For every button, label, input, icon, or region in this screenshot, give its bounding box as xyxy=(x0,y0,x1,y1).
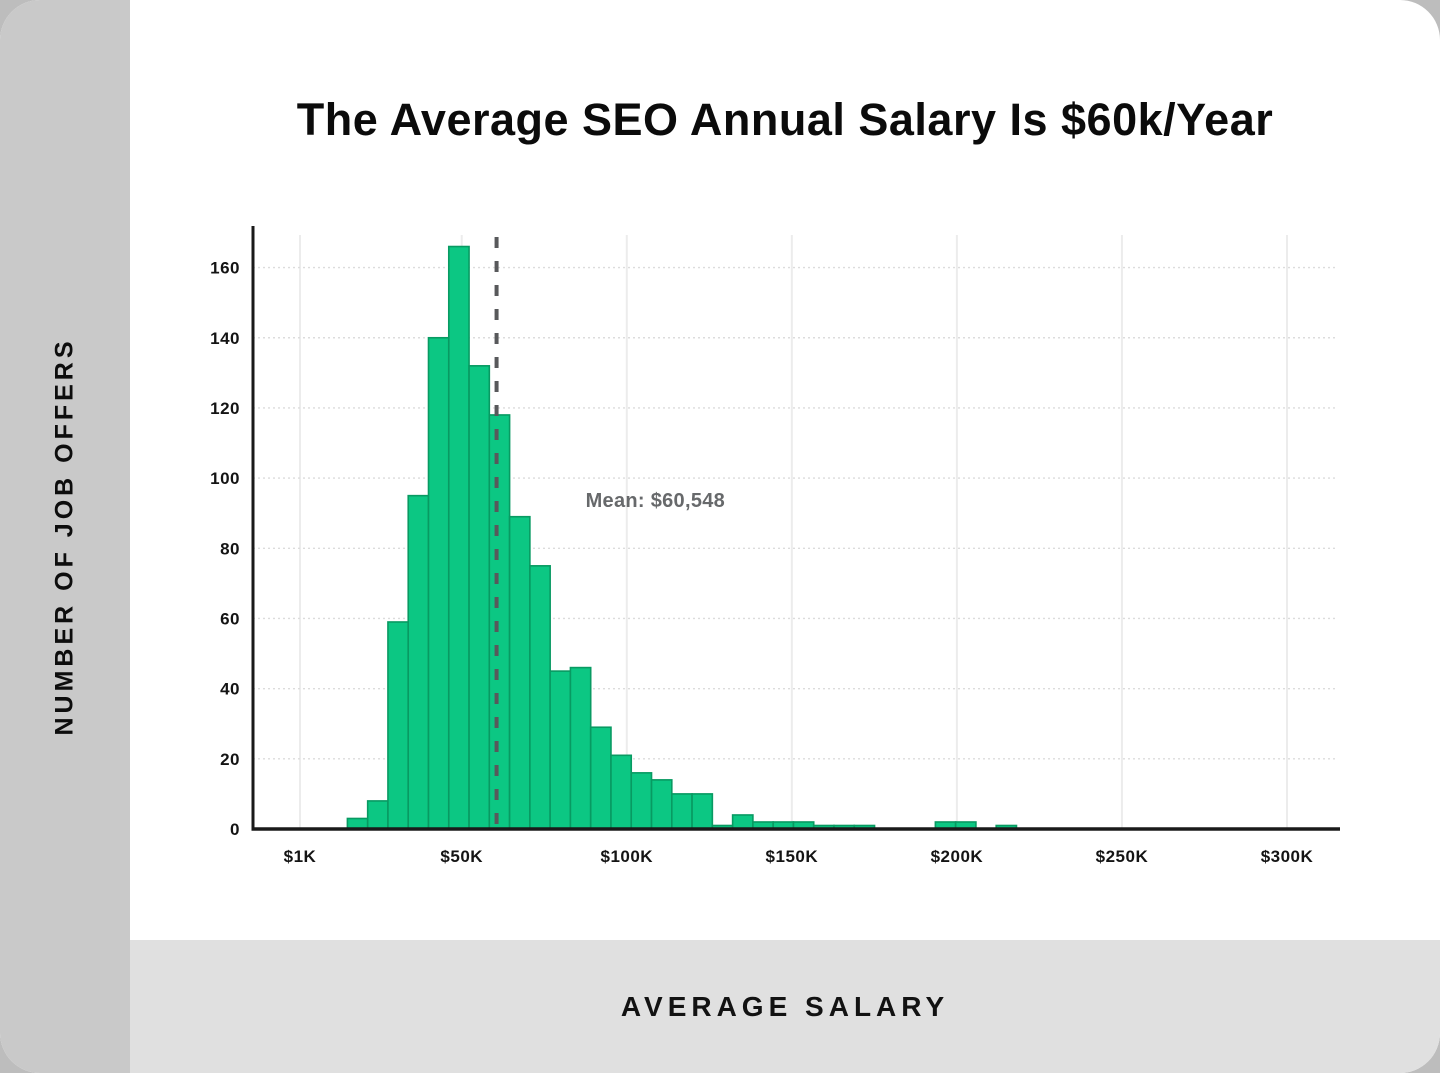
histogram-bar xyxy=(468,365,491,830)
y-tick-label: 160 xyxy=(210,259,240,278)
y-tick-label: 80 xyxy=(220,539,240,558)
histogram-bar xyxy=(508,515,531,830)
y-axis-title-bar: NUMBER OF JOB OFFERS xyxy=(0,0,130,1073)
histogram-bar xyxy=(488,414,511,830)
histogram-bar xyxy=(670,793,693,830)
page-title: The Average SEO Annual Salary Is $60k/Ye… xyxy=(296,94,1274,145)
x-tick-label: $250K xyxy=(1096,847,1149,866)
histogram-bar xyxy=(407,494,430,830)
histogram-bar xyxy=(610,754,633,830)
y-tick-label: 120 xyxy=(210,399,240,418)
histogram-bar xyxy=(650,779,673,830)
histogram-bar xyxy=(366,800,389,830)
histogram-bar xyxy=(630,772,653,830)
histogram-bar xyxy=(427,336,450,830)
y-tick-label: 140 xyxy=(210,329,240,348)
histogram-bar xyxy=(549,670,572,830)
x-tick-label: $300K xyxy=(1261,847,1314,866)
x-tick-label: $1K xyxy=(284,847,317,866)
y-tick-label: 0 xyxy=(230,820,240,839)
y-tick-label: 20 xyxy=(220,750,240,769)
y-tick-label: 40 xyxy=(220,680,240,699)
y-tick-label: 60 xyxy=(220,609,240,628)
histogram-bar xyxy=(387,621,410,830)
histogram-bar xyxy=(529,565,551,830)
x-tick-label: $50K xyxy=(440,847,483,866)
histogram-bar xyxy=(691,793,714,830)
histogram-bar xyxy=(589,726,612,830)
mean-label: Mean: $60,548 xyxy=(586,490,726,512)
histogram-bar xyxy=(569,666,592,830)
histogram-bar xyxy=(731,814,754,830)
x-axis-title-bar: AVERAGE SALARY xyxy=(130,940,1440,1073)
y-tick-label: 100 xyxy=(210,469,240,488)
x-tick-label: $100K xyxy=(600,847,653,866)
x-tick-label: $150K xyxy=(766,847,819,866)
x-tick-label: $200K xyxy=(931,847,984,866)
histogram-bar xyxy=(447,245,470,830)
x-axis-title: AVERAGE SALARY xyxy=(620,990,950,1022)
